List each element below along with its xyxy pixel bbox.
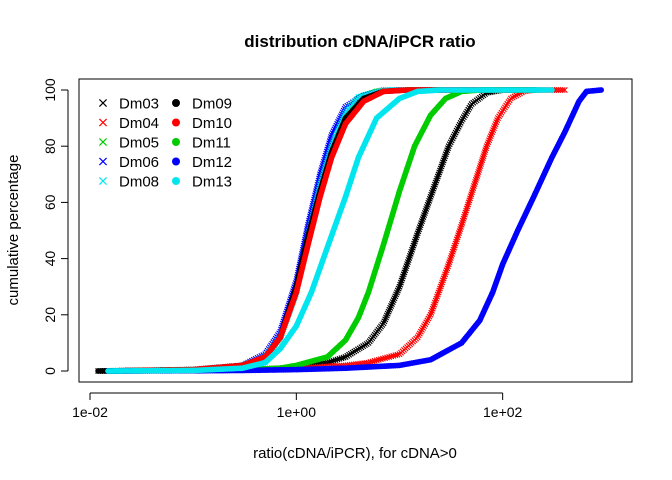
data-point [481, 151, 488, 158]
data-point [561, 87, 568, 93]
chart-title: distribution cDNA/iPCR ratio [244, 32, 475, 51]
legend: Dm03 Dm04 Dm05 Dm06 Dm08 Dm09 Dm10 Dm11 Dm12 Dm13 [98, 96, 232, 191]
y-tick-label: 60 [42, 194, 58, 210]
legend-marker [172, 157, 180, 166]
legend-marker [98, 98, 108, 108]
data-point [472, 176, 479, 183]
legend-marker [98, 157, 108, 166]
data-point [375, 356, 382, 363]
y-tick-label: 40 [42, 251, 58, 267]
legend-marker [172, 99, 180, 107]
data-point [367, 359, 374, 365]
y-axis: 0 20 40 60 80 100 [42, 78, 69, 375]
data-point [394, 351, 401, 358]
data-point [479, 157, 486, 164]
data-point [338, 355, 345, 362]
y-axis-label: cumulative percentage [5, 155, 22, 306]
legend-marker [98, 176, 108, 186]
legend-label: Dm04 [119, 115, 159, 132]
data-point [340, 354, 347, 361]
data-point [328, 358, 335, 365]
data-point [476, 165, 483, 172]
data-point [334, 356, 341, 363]
y-tick-label: 0 [42, 367, 58, 375]
series-dm13 [105, 87, 555, 374]
legend-label: Dm12 [192, 154, 232, 171]
data-point [373, 357, 380, 364]
y-tick-label: 80 [42, 138, 58, 154]
x-axis: 1e-02 1e+00 1e+02 [72, 392, 523, 420]
data-point [473, 174, 480, 181]
legend-label: Dm13 [192, 174, 232, 191]
legend-label: Dm10 [192, 115, 232, 132]
data-point [598, 87, 605, 93]
data-point [386, 353, 393, 360]
data-point [388, 353, 395, 360]
legend-marker [98, 118, 108, 127]
data-point [369, 358, 376, 365]
data-point [481, 149, 488, 156]
data-point [482, 147, 489, 154]
legend-label: Dm11 [192, 135, 231, 152]
data-point [483, 145, 490, 152]
data-point [336, 355, 343, 362]
plot-area [95, 87, 605, 374]
data-point [477, 161, 484, 168]
x-axis-label: ratio(cDNA/iPCR), for cDNA>0 [253, 445, 457, 462]
legend-label: Dm08 [119, 174, 159, 191]
series-dm12 [105, 87, 605, 374]
series-dm08 [105, 87, 547, 374]
data-point [478, 159, 485, 166]
legend-marker [172, 177, 180, 185]
legend-marker [172, 138, 180, 146]
x-tick-label: 1e-02 [72, 404, 108, 420]
data-point [480, 153, 487, 160]
x-tick-label: 1e+02 [483, 404, 523, 420]
data-point [479, 155, 486, 162]
data-point [330, 357, 337, 364]
data-point [474, 170, 481, 177]
data-point [371, 357, 378, 364]
legend-label: Dm06 [119, 154, 159, 171]
data-point [475, 168, 482, 175]
data-point [477, 163, 484, 170]
data-point [392, 352, 399, 359]
data-point [326, 358, 333, 365]
legend-label: Dm09 [192, 96, 232, 113]
data-point [384, 354, 391, 361]
data-point [559, 87, 566, 93]
x-tick-label: 1e+00 [277, 404, 317, 420]
y-tick-label: 20 [42, 307, 58, 323]
data-point [379, 355, 386, 362]
data-point [474, 172, 481, 179]
data-point [548, 87, 555, 93]
legend-marker [98, 137, 108, 147]
plot-frame [78, 78, 633, 383]
legend-label: Dm03 [119, 96, 159, 113]
y-tick-label: 100 [42, 78, 58, 102]
data-point [382, 355, 388, 362]
legend-label: Dm05 [119, 135, 159, 152]
data-point [332, 357, 339, 364]
data-point [377, 356, 384, 363]
data-point [390, 352, 397, 359]
legend-marker [172, 118, 180, 127]
data-point [476, 167, 483, 173]
